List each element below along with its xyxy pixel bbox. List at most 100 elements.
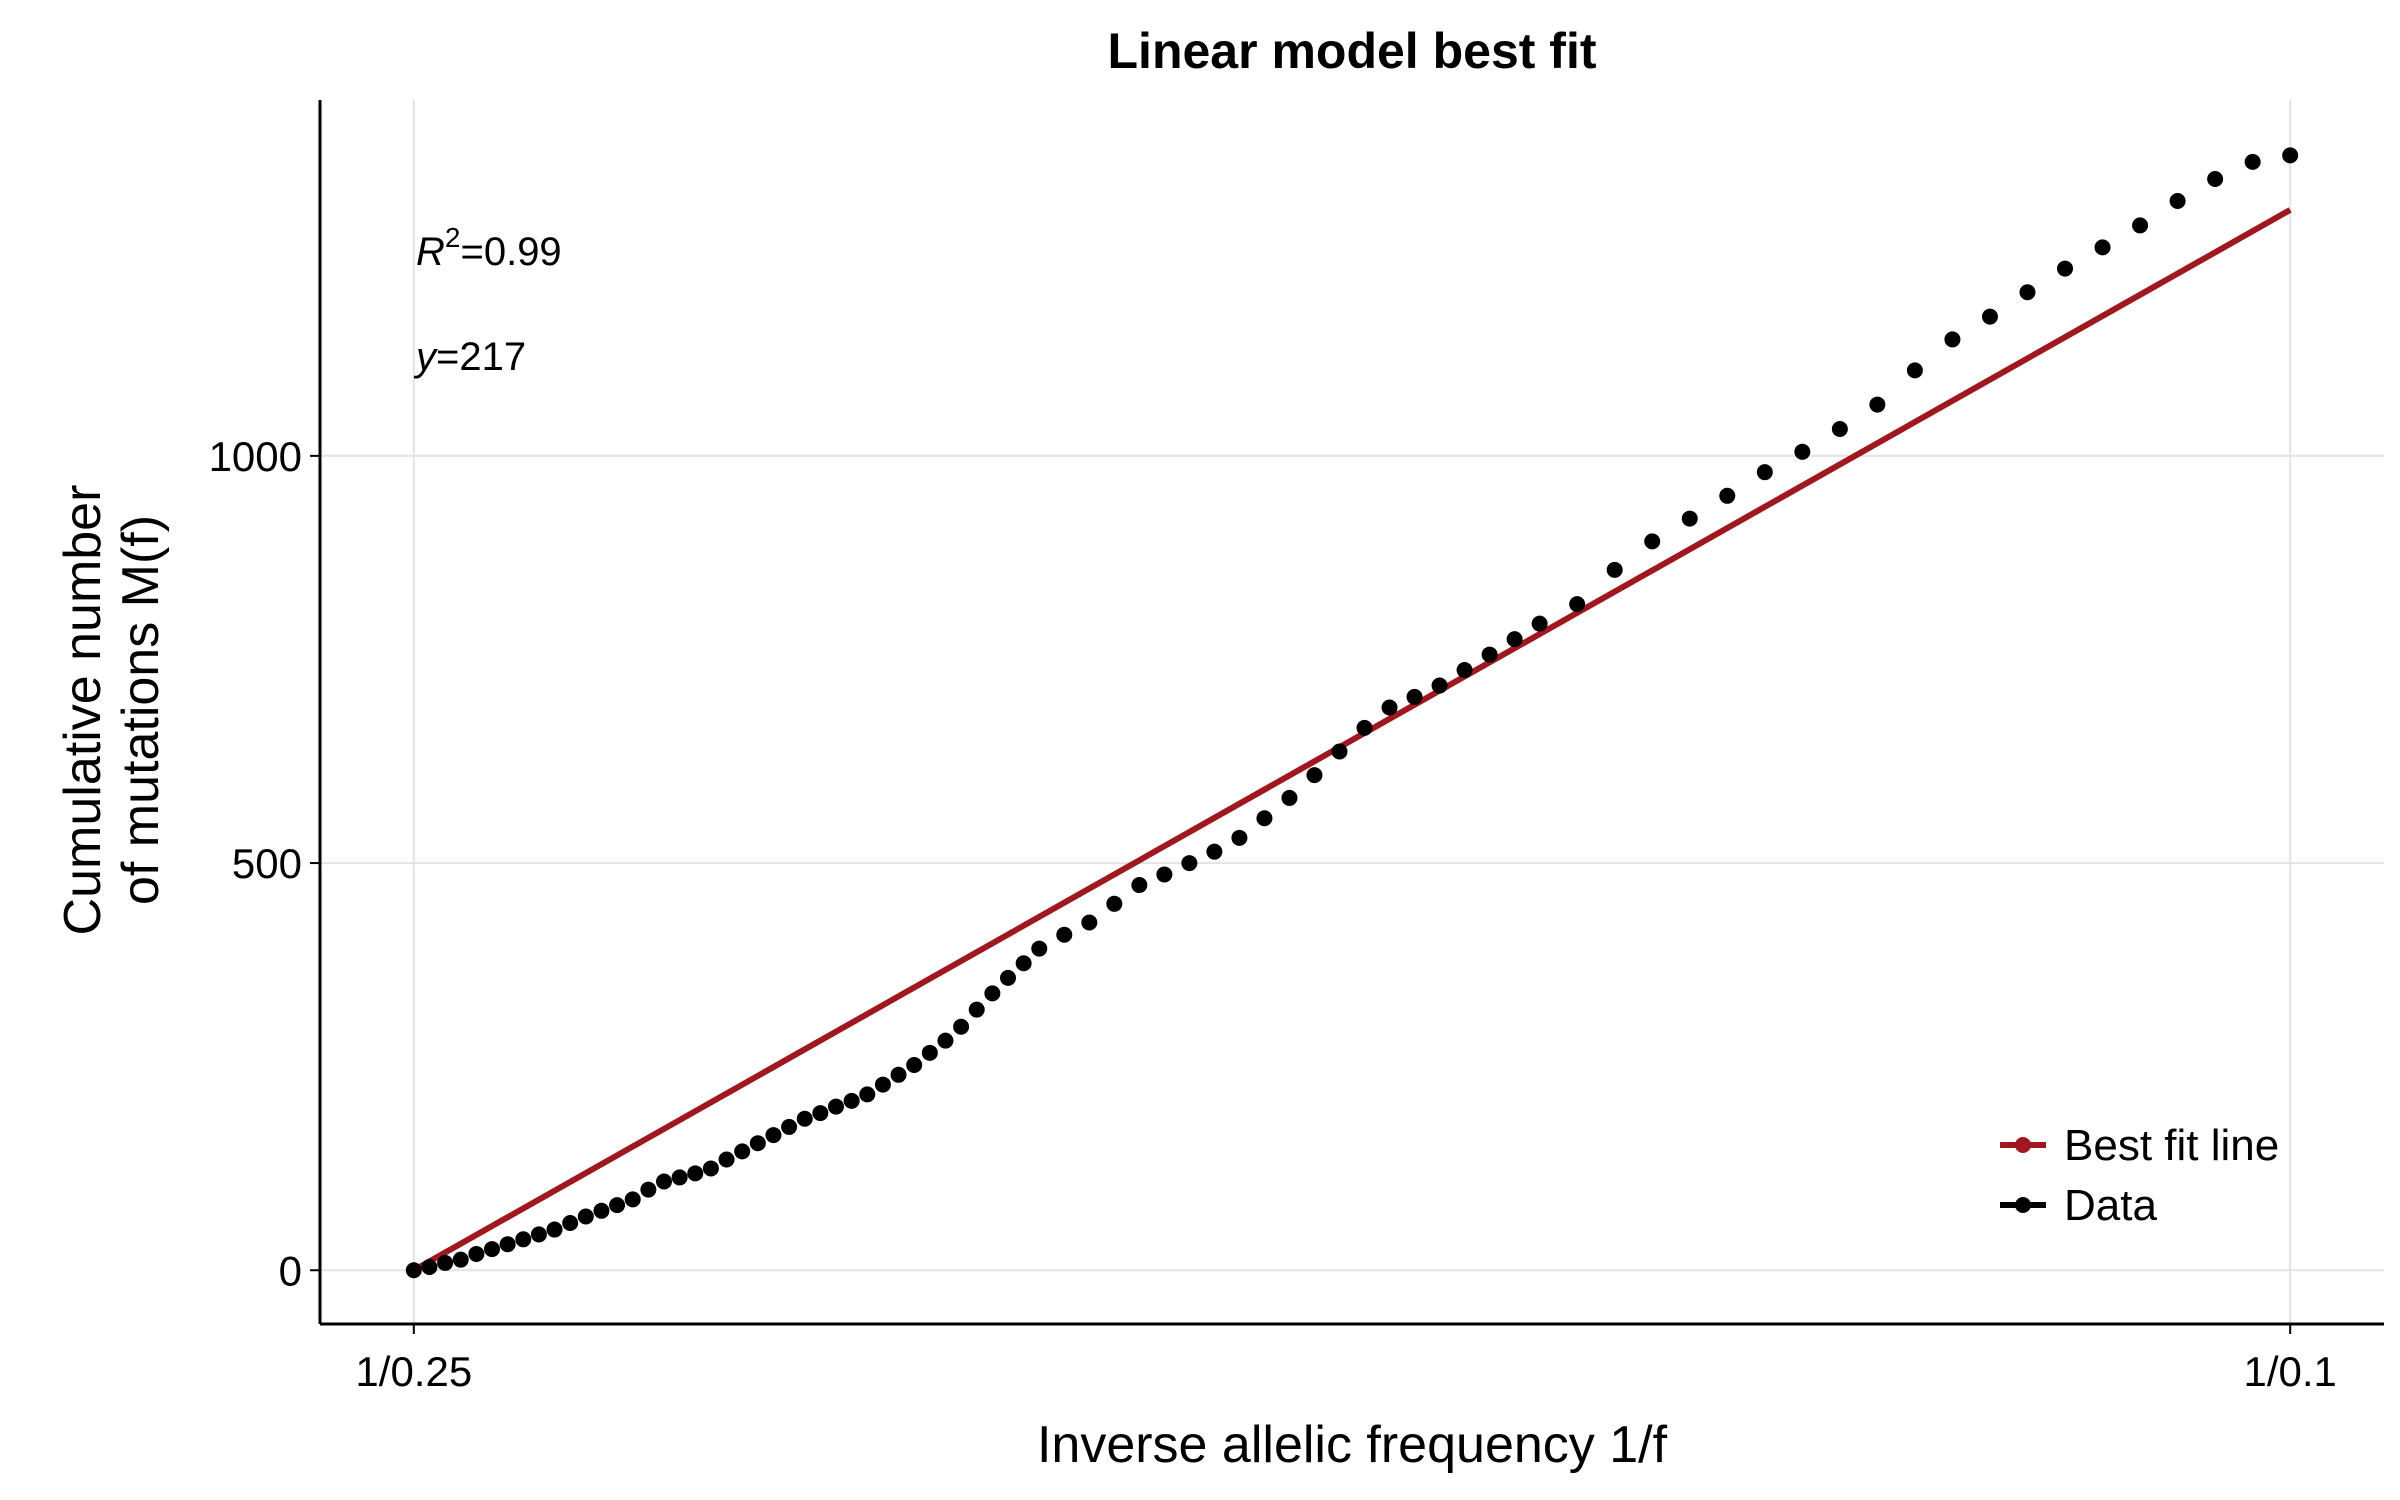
fit-line (412, 207, 2292, 1273)
data-point (421, 1258, 438, 1275)
annotation: y=217 (413, 335, 526, 379)
data-point (546, 1221, 563, 1238)
data-point (1181, 855, 1198, 872)
legend-label: Data (2064, 1181, 2157, 1230)
y-axis-title: Cumulative number of mutations M(f) (54, 485, 170, 936)
data-point (1031, 940, 1048, 957)
data-point (968, 1001, 985, 1018)
data-point (452, 1251, 469, 1268)
data-point (1306, 767, 1323, 784)
data-point (1381, 699, 1398, 716)
data-point (1406, 688, 1423, 705)
data-point (624, 1191, 641, 1208)
data-point (640, 1181, 657, 1198)
x-axis-title: Inverse allelic frequency 1/f (1037, 1416, 1668, 1474)
data-point (562, 1215, 579, 1232)
data-point (1531, 615, 1548, 632)
data-point (2282, 147, 2299, 164)
data-point (812, 1105, 829, 1122)
data-point (2169, 192, 2186, 209)
data-point (906, 1057, 923, 1074)
y-axis-title-line: of mutations M(f) (112, 515, 170, 905)
legend-key-point (2015, 1197, 2031, 1213)
data-point (577, 1208, 594, 1225)
y-tick-label: 500 (232, 840, 302, 887)
data-point (405, 1262, 422, 1279)
data-point (1131, 877, 1148, 894)
legend-key-point (2015, 1137, 2031, 1153)
data-point (1106, 895, 1123, 912)
annotation-symbol: y (413, 335, 439, 379)
data-point (921, 1044, 938, 1061)
data-point (2207, 170, 2224, 187)
data-point (499, 1236, 516, 1253)
data-point (687, 1165, 704, 1182)
y-tick-label: 1000 (209, 433, 302, 480)
data-point (2244, 153, 2261, 170)
data-point (749, 1135, 766, 1152)
data-point (937, 1032, 954, 1049)
data-point (890, 1066, 907, 1083)
data-point (1831, 421, 1848, 438)
data-point (530, 1226, 547, 1243)
data-point (1431, 677, 1448, 694)
data-point (1356, 719, 1373, 736)
data-point (1756, 464, 1773, 481)
data-point (1569, 596, 1586, 613)
data-point (796, 1110, 813, 1127)
legend-label: Best fit line (2064, 1121, 2279, 1170)
data-point (1331, 743, 1348, 760)
annotation-superscript: 2 (445, 222, 461, 253)
x-tick-label: 1/0.25 (355, 1348, 472, 1395)
annotation: R2=0.99 (416, 222, 562, 274)
data-point (1794, 443, 1811, 460)
data-point (2057, 260, 2074, 277)
data-point (1981, 308, 1998, 325)
data-point (484, 1241, 500, 1258)
data-point (1156, 866, 1173, 883)
data-point (953, 1018, 970, 1035)
data-point (593, 1202, 610, 1219)
data-point (1681, 510, 1698, 527)
data-point (437, 1254, 454, 1271)
data-point (1056, 926, 1073, 943)
data-point (843, 1092, 860, 1109)
data-point (2094, 239, 2111, 256)
data-point (1481, 646, 1498, 663)
y-axis-title-line: Cumulative number (54, 485, 112, 936)
data-point (515, 1231, 532, 1248)
x-tick-label: 1/0.1 (2243, 1348, 2336, 1395)
data-point (781, 1118, 798, 1135)
data-point (874, 1076, 891, 1093)
data-point (1869, 396, 1886, 413)
data-point (984, 985, 1001, 1002)
data-point (1000, 969, 1016, 986)
data-point (2132, 217, 2149, 234)
data-point (1906, 362, 1923, 379)
data-point (1644, 533, 1661, 550)
data-point (1256, 810, 1273, 827)
y-tick-label: 0 (279, 1247, 302, 1294)
data-point (1506, 631, 1523, 648)
annotation-text: =0.99 (460, 230, 561, 274)
data-point (2019, 284, 2036, 301)
data-point (656, 1173, 672, 1190)
legend-item: Best fit line (2000, 1121, 2279, 1170)
data-point (1015, 955, 1032, 972)
data-point (702, 1160, 719, 1177)
data-point (718, 1151, 735, 1168)
data-point (1231, 829, 1248, 846)
data-point (1944, 331, 1961, 348)
data-point (765, 1127, 782, 1144)
data-point (468, 1245, 485, 1262)
data-point (734, 1143, 751, 1160)
legend-item: Data (2000, 1181, 2157, 1230)
annotation-text: =217 (436, 335, 526, 379)
data-point (1606, 561, 1623, 578)
data-point (828, 1098, 844, 1115)
chart-title: Linear model best fit (1108, 23, 1597, 79)
data-point (1206, 843, 1223, 860)
annotation-symbol: R (416, 230, 445, 274)
